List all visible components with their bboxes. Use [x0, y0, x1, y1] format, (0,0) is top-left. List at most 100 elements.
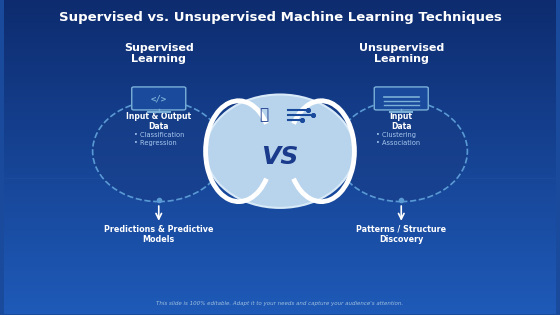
- Bar: [4, 268, 556, 269]
- Bar: [4, 169, 556, 170]
- Bar: [4, 274, 556, 275]
- Text: Supervised vs. Unsupervised Machine Learning Techniques: Supervised vs. Unsupervised Machine Lear…: [59, 11, 501, 24]
- Bar: [4, 129, 556, 130]
- Bar: [4, 264, 556, 265]
- Bar: [4, 152, 556, 153]
- Bar: [4, 235, 556, 236]
- Bar: [4, 32, 556, 34]
- Bar: [4, 237, 556, 238]
- Bar: [4, 184, 556, 185]
- Bar: [4, 114, 556, 116]
- Bar: [4, 224, 556, 225]
- Bar: [4, 116, 556, 117]
- Bar: [4, 57, 556, 58]
- Bar: [4, 212, 556, 213]
- Bar: [4, 121, 556, 122]
- Bar: [4, 106, 556, 107]
- Bar: [4, 117, 556, 119]
- Bar: [4, 201, 556, 202]
- Bar: [4, 309, 556, 310]
- Bar: [4, 6, 556, 7]
- Bar: [4, 303, 556, 305]
- Text: • Classification: • Classification: [134, 132, 184, 138]
- Bar: [4, 308, 556, 309]
- Bar: [4, 249, 556, 250]
- Bar: [4, 104, 556, 105]
- Bar: [4, 4, 556, 5]
- Bar: [4, 295, 556, 296]
- Bar: [4, 89, 556, 90]
- Bar: [4, 218, 556, 220]
- Ellipse shape: [92, 101, 225, 202]
- Bar: [4, 120, 556, 121]
- Bar: [4, 131, 556, 132]
- Bar: [4, 24, 556, 25]
- Bar: [4, 296, 556, 297]
- Bar: [4, 272, 556, 273]
- Bar: [4, 239, 556, 240]
- Bar: [4, 165, 556, 166]
- Text: </>: </>: [151, 94, 167, 103]
- Bar: [4, 154, 556, 155]
- Bar: [4, 78, 556, 79]
- Bar: [4, 15, 556, 16]
- Bar: [4, 18, 556, 19]
- Bar: [4, 172, 556, 173]
- Bar: [4, 22, 556, 23]
- Bar: [4, 310, 556, 311]
- Bar: [4, 109, 556, 110]
- Bar: [4, 161, 556, 162]
- Bar: [4, 294, 556, 295]
- Bar: [4, 287, 556, 288]
- Text: Predictions & Predictive
Models: Predictions & Predictive Models: [104, 225, 213, 244]
- Bar: [4, 230, 556, 231]
- Bar: [4, 150, 556, 151]
- Bar: [4, 269, 556, 270]
- Bar: [4, 214, 556, 215]
- Bar: [4, 180, 556, 182]
- Text: • Clustering: • Clustering: [376, 132, 417, 138]
- Bar: [4, 2, 556, 3]
- Bar: [4, 208, 556, 209]
- Bar: [4, 221, 556, 223]
- Bar: [4, 286, 556, 287]
- Bar: [4, 190, 556, 191]
- Bar: [4, 85, 556, 86]
- Bar: [4, 246, 556, 247]
- Bar: [4, 113, 556, 114]
- Bar: [4, 186, 556, 187]
- Bar: [4, 16, 556, 17]
- Bar: [4, 255, 556, 256]
- Text: This slide is 100% editable. Adapt it to your needs and capture your audience's : This slide is 100% editable. Adapt it to…: [156, 301, 404, 306]
- Bar: [4, 297, 556, 298]
- Bar: [4, 215, 556, 216]
- Bar: [4, 92, 556, 94]
- Bar: [4, 103, 556, 104]
- Bar: [4, 63, 556, 64]
- Bar: [4, 266, 556, 267]
- Bar: [4, 210, 556, 211]
- Bar: [4, 188, 556, 189]
- Bar: [4, 140, 556, 141]
- Bar: [4, 48, 556, 49]
- Bar: [4, 10, 556, 12]
- Bar: [4, 301, 556, 302]
- Bar: [4, 112, 556, 113]
- Bar: [4, 53, 556, 54]
- Bar: [4, 174, 556, 175]
- Bar: [4, 243, 556, 245]
- Bar: [4, 86, 556, 87]
- FancyBboxPatch shape: [132, 87, 186, 110]
- Ellipse shape: [335, 101, 468, 202]
- Bar: [4, 312, 556, 313]
- Bar: [4, 258, 556, 259]
- Bar: [4, 158, 556, 160]
- Bar: [4, 293, 556, 294]
- Bar: [4, 132, 556, 133]
- Bar: [4, 233, 556, 234]
- Bar: [4, 124, 556, 125]
- Bar: [4, 9, 556, 10]
- Bar: [4, 202, 556, 203]
- Bar: [4, 76, 556, 77]
- Bar: [4, 267, 556, 268]
